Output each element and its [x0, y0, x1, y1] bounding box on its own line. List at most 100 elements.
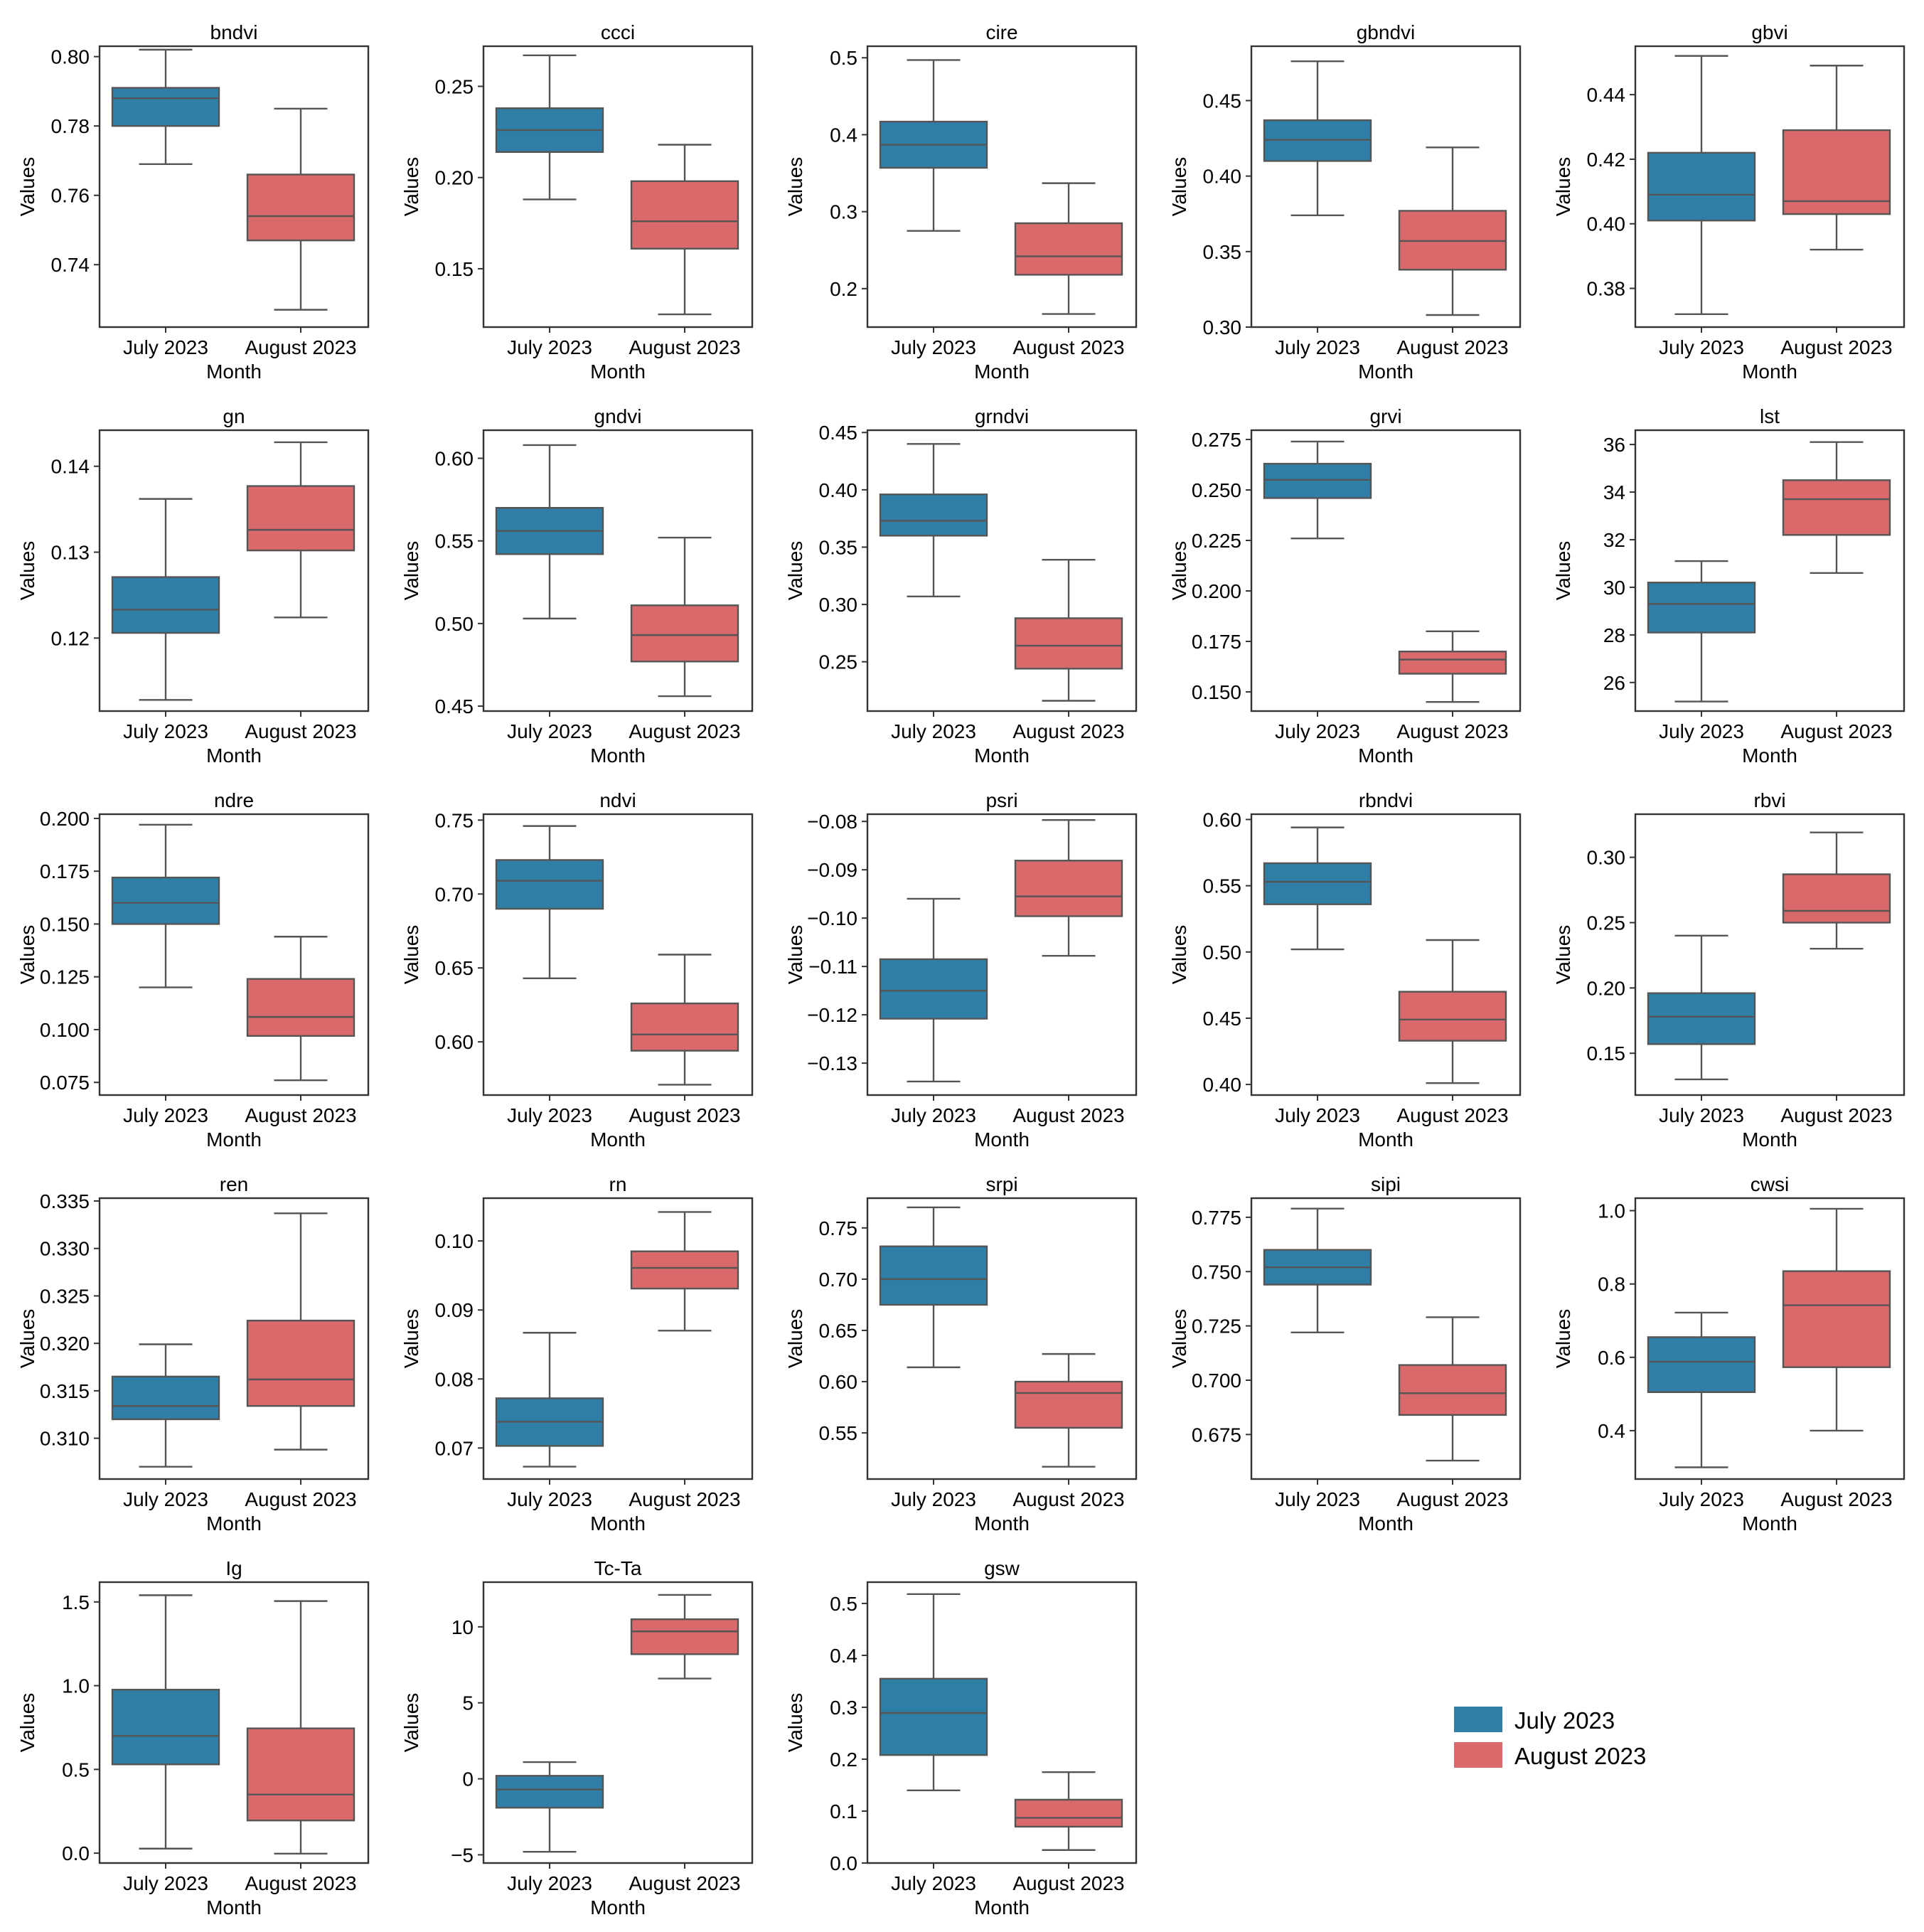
y-tick-label: 0.2	[830, 1749, 857, 1771]
y-tick-label: 1.0	[62, 1675, 90, 1697]
box-august	[246, 1600, 356, 1855]
iqr-box	[1782, 479, 1891, 536]
plot-frame	[482, 45, 754, 329]
y-axis-label: Values	[1552, 925, 1574, 985]
iqr-box	[1647, 992, 1756, 1045]
y-tick-label: 0.175	[40, 860, 90, 882]
x-axis-label: Month	[974, 1896, 1030, 1918]
y-tick-label: 0.125	[40, 966, 90, 988]
y-axis-label: Values	[784, 1309, 806, 1369]
x-tick-label: August 2023	[629, 1104, 740, 1126]
box-july	[111, 48, 220, 166]
box-july	[495, 54, 604, 201]
y-axis-label: Values	[1552, 1309, 1574, 1369]
chart-gsw: gsw 0.5 0.4 0.3 0.2 0.1 0.0 July 2023 August 202…	[784, 1557, 1138, 1918]
y-tick-label: 0.15	[1587, 1042, 1626, 1064]
y-tick-label: 0.09	[435, 1299, 474, 1321]
box-august	[1014, 182, 1123, 315]
y-tick-label: 26	[1603, 672, 1625, 694]
chart-ndre: ndre 0.200 0.175 0.150 0.125 0.100 0.075 July 2…	[16, 789, 370, 1151]
box-july	[111, 823, 220, 988]
chart-gbvi: gbvi 0.44 0.42 0.40 0.38 July 2023 August 2023…	[1552, 21, 1906, 383]
box-august	[1782, 441, 1891, 575]
y-tick-label: 0.4	[1598, 1420, 1625, 1442]
chart-grndvi: grndvi 0.45 0.40 0.35 0.30 0.25 July 2023 Augus…	[784, 405, 1138, 767]
box-july	[879, 443, 988, 597]
box-july	[1263, 826, 1372, 951]
box-july	[1647, 1311, 1756, 1468]
y-tick-label: 34	[1603, 481, 1625, 503]
y-axis-label: Values	[400, 157, 422, 217]
x-tick-label: July 2023	[1275, 336, 1360, 358]
box-july	[879, 1593, 988, 1791]
y-tick-label: 0.07	[435, 1437, 474, 1459]
iqr-box	[879, 1677, 988, 1756]
chart-grvi: grvi 0.275 0.250 0.225 0.200 0.175 0.150 July 2…	[1168, 405, 1522, 767]
y-axis-label: Values	[784, 925, 806, 985]
x-axis-label: Month	[1358, 1512, 1413, 1535]
box-august	[1014, 818, 1123, 957]
y-tick-label: 0.320	[40, 1333, 90, 1355]
y-tick-label: 0.30	[1203, 316, 1242, 338]
box-august	[630, 144, 739, 316]
box-july	[879, 59, 988, 232]
box-july	[1263, 60, 1372, 217]
x-axis-label: Month	[1742, 1512, 1797, 1535]
y-tick-label: 0.20	[1587, 977, 1626, 999]
chart-title: ccci	[601, 21, 635, 43]
y-tick-label: 0.335	[40, 1190, 90, 1212]
x-axis-label: Month	[974, 1512, 1030, 1535]
y-tick-label: 28	[1603, 624, 1625, 646]
y-axis-label: Values	[1168, 541, 1190, 601]
y-tick-label: 0.45	[1203, 90, 1242, 112]
x-tick-label: August 2023	[1780, 1488, 1892, 1510]
y-tick-label: 0.3	[830, 201, 857, 223]
y-axis-label: Values	[16, 1309, 38, 1369]
y-tick-label: 0.14	[51, 456, 90, 478]
x-tick-label: July 2023	[891, 336, 976, 358]
plot-frame	[866, 813, 1138, 1096]
chart-title: rbndvi	[1359, 789, 1413, 811]
plot-frame	[866, 1581, 1138, 1864]
x-tick-label: August 2023	[1780, 1104, 1892, 1126]
y-tick-label: 0.3	[830, 1697, 857, 1719]
plot-frame	[482, 429, 754, 713]
y-tick-label: 0.13	[51, 542, 90, 564]
chart-rbvi: rbvi 0.30 0.25 0.20 0.15 July 2023 August 2023…	[1552, 789, 1906, 1151]
y-tick-label: 0.44	[1587, 84, 1626, 106]
y-axis-label: Values	[784, 541, 806, 601]
y-tick-label: 0.40	[1203, 166, 1242, 188]
chart-title: sipi	[1371, 1173, 1401, 1195]
iqr-box	[111, 1689, 220, 1766]
y-tick-label: 0.200	[40, 808, 90, 830]
chart-title: lst	[1760, 405, 1780, 427]
x-axis-label: Month	[1742, 361, 1797, 383]
y-tick-label: 32	[1603, 529, 1625, 551]
iqr-box	[630, 1618, 739, 1655]
plot-frame	[1634, 1197, 1906, 1480]
iqr-box	[111, 1375, 220, 1421]
x-tick-label: August 2023	[245, 1104, 356, 1126]
y-tick-label: 0.65	[435, 957, 474, 979]
box-august	[1014, 558, 1123, 702]
y-tick-label: 0.15	[435, 258, 474, 280]
x-tick-label: August 2023	[1396, 1104, 1508, 1126]
x-tick-label: July 2023	[507, 720, 592, 742]
iqr-box	[630, 1002, 739, 1052]
plot-frame	[1250, 1197, 1522, 1480]
box-august	[630, 1211, 739, 1332]
y-tick-label: −0.10	[807, 907, 857, 929]
y-tick-label: 0.5	[62, 1758, 90, 1781]
x-tick-label: August 2023	[629, 1488, 740, 1510]
box-august	[246, 936, 356, 1082]
iqr-box	[1782, 873, 1891, 924]
y-tick-label: 5	[462, 1692, 474, 1714]
chart-title: ndre	[214, 789, 254, 811]
chart-title: gbvi	[1751, 21, 1787, 43]
x-tick-label: August 2023	[1396, 336, 1508, 358]
y-tick-label: 36	[1603, 434, 1625, 456]
